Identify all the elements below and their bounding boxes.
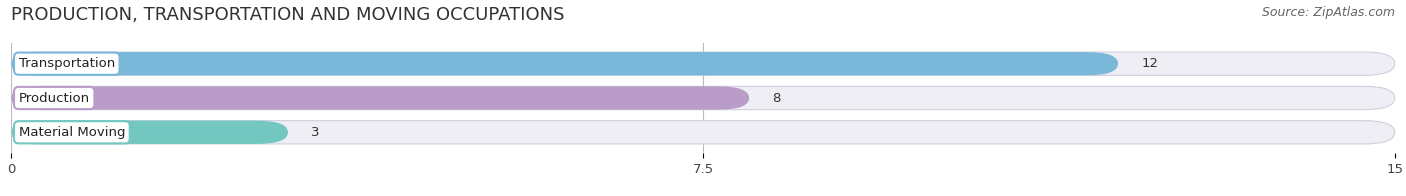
Text: 12: 12 [1142,57,1159,70]
Text: Source: ZipAtlas.com: Source: ZipAtlas.com [1261,6,1395,19]
FancyBboxPatch shape [11,121,1395,144]
FancyBboxPatch shape [11,52,1118,75]
FancyBboxPatch shape [11,86,1395,110]
Text: Transportation: Transportation [18,57,115,70]
Text: Production: Production [18,92,90,104]
FancyBboxPatch shape [11,121,288,144]
Text: 8: 8 [772,92,780,104]
FancyBboxPatch shape [11,52,1395,75]
Text: Material Moving: Material Moving [18,126,125,139]
Text: PRODUCTION, TRANSPORTATION AND MOVING OCCUPATIONS: PRODUCTION, TRANSPORTATION AND MOVING OC… [11,6,565,24]
FancyBboxPatch shape [11,86,749,110]
Text: 3: 3 [311,126,319,139]
